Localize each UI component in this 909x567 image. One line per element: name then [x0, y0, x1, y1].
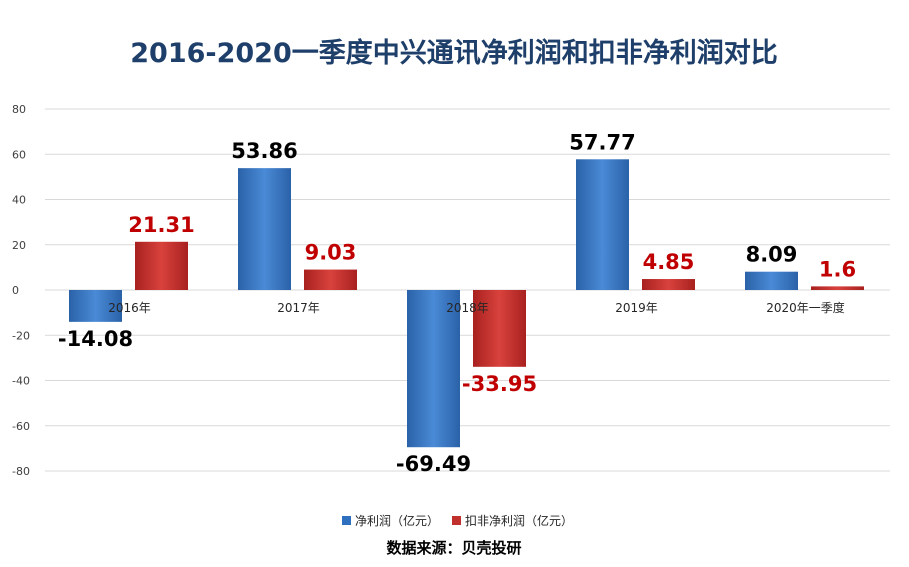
- data-label: 4.85: [643, 250, 695, 274]
- bar: [69, 290, 122, 322]
- category-labels: 2016年 2017年 2018年 2019年 2020年一季度: [108, 300, 845, 315]
- legend-swatch: [452, 516, 461, 525]
- y-tick-label: 60: [12, 148, 26, 161]
- data-label: 1.6: [819, 257, 856, 281]
- legend-swatch: [342, 516, 351, 525]
- data-labels: -14.08 21.31 53.86 9.03 -69.49 -33.95 57.77 4.8…: [58, 130, 856, 476]
- bars: [69, 159, 864, 448]
- legend: 净利润（亿元） 扣非净利润（亿元）: [342, 513, 573, 528]
- bar: [304, 269, 357, 290]
- bar: [811, 286, 864, 290]
- data-label: -14.08: [58, 327, 133, 351]
- y-tick-label: -40: [12, 375, 30, 388]
- category-label: 2019年: [615, 301, 658, 315]
- y-tick-label: -20: [12, 329, 30, 342]
- y-tick-label: -80: [12, 465, 30, 478]
- bar: [238, 168, 291, 290]
- y-tick-label: 20: [12, 239, 26, 252]
- category-label: 2017年: [277, 301, 320, 315]
- y-axis-ticks: -80 -60 -40 -20 0 20 40 60 80: [12, 103, 30, 478]
- y-tick-label: 0: [12, 284, 19, 297]
- data-label: 9.03: [305, 241, 357, 265]
- data-label: 8.09: [746, 243, 798, 267]
- legend-label: 净利润（亿元）: [355, 513, 439, 528]
- chart-title: 2016-2020一季度中兴通讯净利润和扣非净利润对比: [130, 37, 778, 69]
- bar: [407, 290, 460, 448]
- data-label: 57.77: [569, 130, 635, 154]
- y-tick-label: 80: [12, 103, 26, 116]
- source-note: 数据来源：贝壳投研: [386, 539, 521, 557]
- bar: [642, 279, 695, 290]
- data-label: 53.86: [231, 139, 297, 163]
- y-tick-label: 40: [12, 194, 26, 207]
- bar: [745, 271, 798, 290]
- legend-label: 扣非净利润（亿元）: [465, 513, 573, 528]
- bar: [135, 241, 188, 290]
- bar: [473, 290, 526, 367]
- data-label: -69.49: [396, 452, 471, 476]
- data-label: -33.95: [462, 372, 537, 396]
- y-tick-label: -60: [12, 420, 30, 433]
- bar: [576, 159, 629, 290]
- category-label: 2018年: [446, 301, 489, 315]
- data-label: 21.31: [128, 213, 194, 237]
- category-label: 2016年: [108, 301, 151, 315]
- category-label: 2020年一季度: [766, 300, 845, 315]
